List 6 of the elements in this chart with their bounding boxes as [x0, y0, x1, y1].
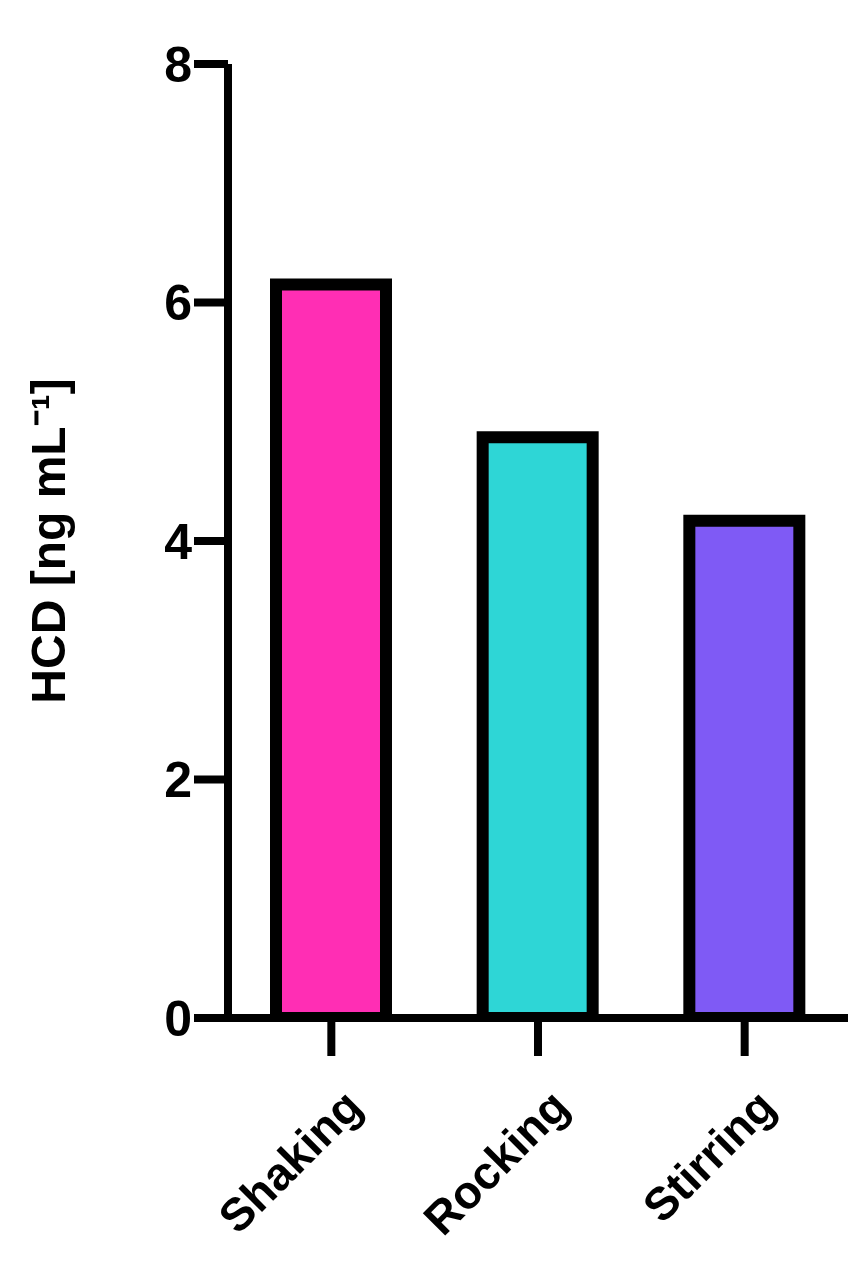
y-tick-label: 6 [164, 275, 192, 332]
y-axis-title: HCD [ng mL⁻¹] [21, 378, 75, 704]
y-tick-label: 0 [164, 990, 192, 1047]
y-tick-label: 4 [164, 513, 193, 570]
y-tick-label: 8 [164, 36, 192, 93]
y-tick-label: 2 [164, 752, 192, 809]
